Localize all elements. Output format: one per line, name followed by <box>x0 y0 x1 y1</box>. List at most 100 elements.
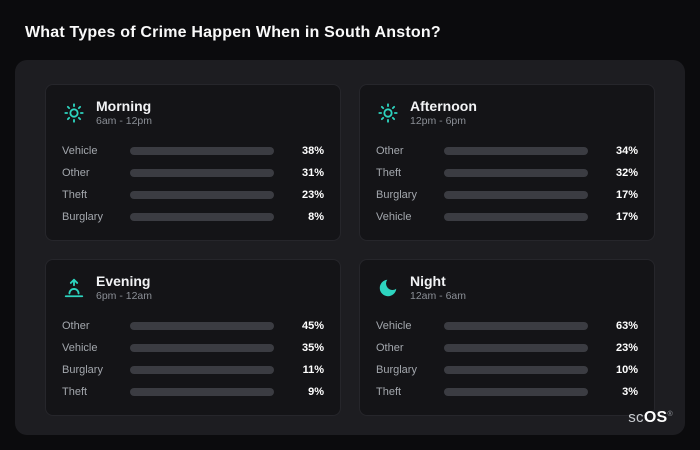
bar-rows: Vehicle 38% Other 31% Theft 23% <box>62 140 324 230</box>
card-titles: Afternoon 12pm - 6pm <box>410 98 477 128</box>
crime-label: Other <box>62 320 90 332</box>
bar-track <box>130 366 274 374</box>
crime-label: Theft <box>62 386 88 398</box>
bar-track <box>130 147 274 155</box>
card-title: Night <box>410 273 446 289</box>
crime-percent: 11% <box>302 364 324 376</box>
crime-percent: 34% <box>615 145 638 157</box>
card-header: Afternoon 12pm - 6pm <box>376 98 638 128</box>
moon-icon <box>376 276 400 300</box>
crime-label: Theft <box>376 167 402 179</box>
crime-row: Other 23% <box>376 337 638 359</box>
card-afternoon: Afternoon 12pm - 6pm Other 34% Theft 32% <box>359 84 655 241</box>
crime-percent: 17% <box>615 211 638 223</box>
bar-track <box>130 191 274 199</box>
crime-label: Theft <box>376 386 402 398</box>
scos-logo: scOS® <box>628 409 673 427</box>
crime-row: Burglary 11% <box>62 359 324 381</box>
registered-mark: ® <box>667 411 673 418</box>
bar-track <box>444 191 588 199</box>
crime-percent: 38% <box>301 145 324 157</box>
crime-label: Other <box>376 145 404 157</box>
crime-label: Burglary <box>62 211 103 223</box>
card-evening: Evening 6pm - 12am Other 45% Vehicle 35% <box>45 259 341 416</box>
crime-row: Vehicle 38% <box>62 140 324 162</box>
crime-row: Theft 3% <box>376 381 638 403</box>
bar-track <box>444 169 588 177</box>
crime-label: Burglary <box>376 364 417 376</box>
crime-row: Vehicle 63% <box>376 315 638 337</box>
sun-icon <box>376 101 400 125</box>
crime-row: Theft 32% <box>376 162 638 184</box>
card-title: Evening <box>96 273 151 289</box>
crime-row: Burglary 10% <box>376 359 638 381</box>
crime-percent: 31% <box>301 167 324 179</box>
sunset-icon <box>62 276 86 300</box>
crime-percent: 45% <box>301 320 324 332</box>
crime-label: Vehicle <box>376 320 412 332</box>
crime-row: Theft 23% <box>62 184 324 206</box>
card-subtitle: 12pm - 6pm <box>410 115 467 127</box>
card-morning: Morning 6am - 12pm Vehicle 38% Other 31% <box>45 84 341 241</box>
crime-row: Vehicle 35% <box>62 337 324 359</box>
bar-track <box>444 213 588 221</box>
card-subtitle: 6am - 12pm <box>96 115 153 127</box>
crime-percent: 8% <box>308 211 324 223</box>
card-title: Afternoon <box>410 98 477 114</box>
bar-rows: Other 45% Vehicle 35% Burglary 11% <box>62 315 324 405</box>
card-title: Morning <box>96 98 152 114</box>
card-header: Morning 6am - 12pm <box>62 98 324 128</box>
crime-row: Burglary 8% <box>62 206 324 228</box>
crime-label: Other <box>376 342 404 354</box>
crime-row: Other 31% <box>62 162 324 184</box>
card-titles: Night 12am - 6am <box>410 273 466 303</box>
bar-track <box>444 322 588 330</box>
crime-percent: 23% <box>615 342 638 354</box>
crime-label: Vehicle <box>62 342 98 354</box>
crime-percent: 32% <box>615 167 638 179</box>
logo-part2: OS <box>643 409 668 426</box>
crime-label: Vehicle <box>62 145 98 157</box>
cards-grid: Morning 6am - 12pm Vehicle 38% Other 31% <box>45 84 655 416</box>
crime-row: Burglary 17% <box>376 184 638 206</box>
charts-panel: Morning 6am - 12pm Vehicle 38% Other 31% <box>15 60 685 435</box>
bar-track <box>130 344 274 352</box>
crime-label: Theft <box>62 189 88 201</box>
card-header: Night 12am - 6am <box>376 273 638 303</box>
logo-part1: sc <box>628 409 644 426</box>
bar-track <box>444 344 588 352</box>
crime-percent: 63% <box>615 320 638 332</box>
sun-icon <box>62 101 86 125</box>
page-title: What Types of Crime Happen When in South… <box>25 24 441 41</box>
crime-row: Theft 9% <box>62 381 324 403</box>
crime-percent: 10% <box>615 364 638 376</box>
crime-percent: 23% <box>301 189 324 201</box>
crime-percent: 9% <box>308 386 324 398</box>
card-subtitle: 6pm - 12am <box>96 290 153 302</box>
bar-track <box>130 388 274 396</box>
bar-track <box>130 169 274 177</box>
card-titles: Evening 6pm - 12am <box>96 273 152 303</box>
crime-label: Vehicle <box>376 211 412 223</box>
bar-track <box>444 388 588 396</box>
crime-label: Burglary <box>62 364 103 376</box>
crime-percent: 3% <box>622 386 638 398</box>
crime-percent: 35% <box>301 342 324 354</box>
bar-track <box>130 213 274 221</box>
bar-rows: Vehicle 63% Other 23% Burglary 10% <box>376 315 638 405</box>
card-night: Night 12am - 6am Vehicle 63% Other 23% <box>359 259 655 416</box>
bar-track <box>444 366 588 374</box>
card-titles: Morning 6am - 12pm <box>96 98 152 128</box>
bar-track <box>444 147 588 155</box>
bar-rows: Other 34% Theft 32% Burglary 17% <box>376 140 638 230</box>
crime-label: Burglary <box>376 189 417 201</box>
bar-track <box>130 322 274 330</box>
crime-label: Other <box>62 167 90 179</box>
crime-row: Other 34% <box>376 140 638 162</box>
crime-row: Vehicle 17% <box>376 206 638 228</box>
crime-percent: 17% <box>615 189 638 201</box>
card-subtitle: 12am - 6am <box>410 290 467 302</box>
card-header: Evening 6pm - 12am <box>62 273 324 303</box>
crime-row: Other 45% <box>62 315 324 337</box>
